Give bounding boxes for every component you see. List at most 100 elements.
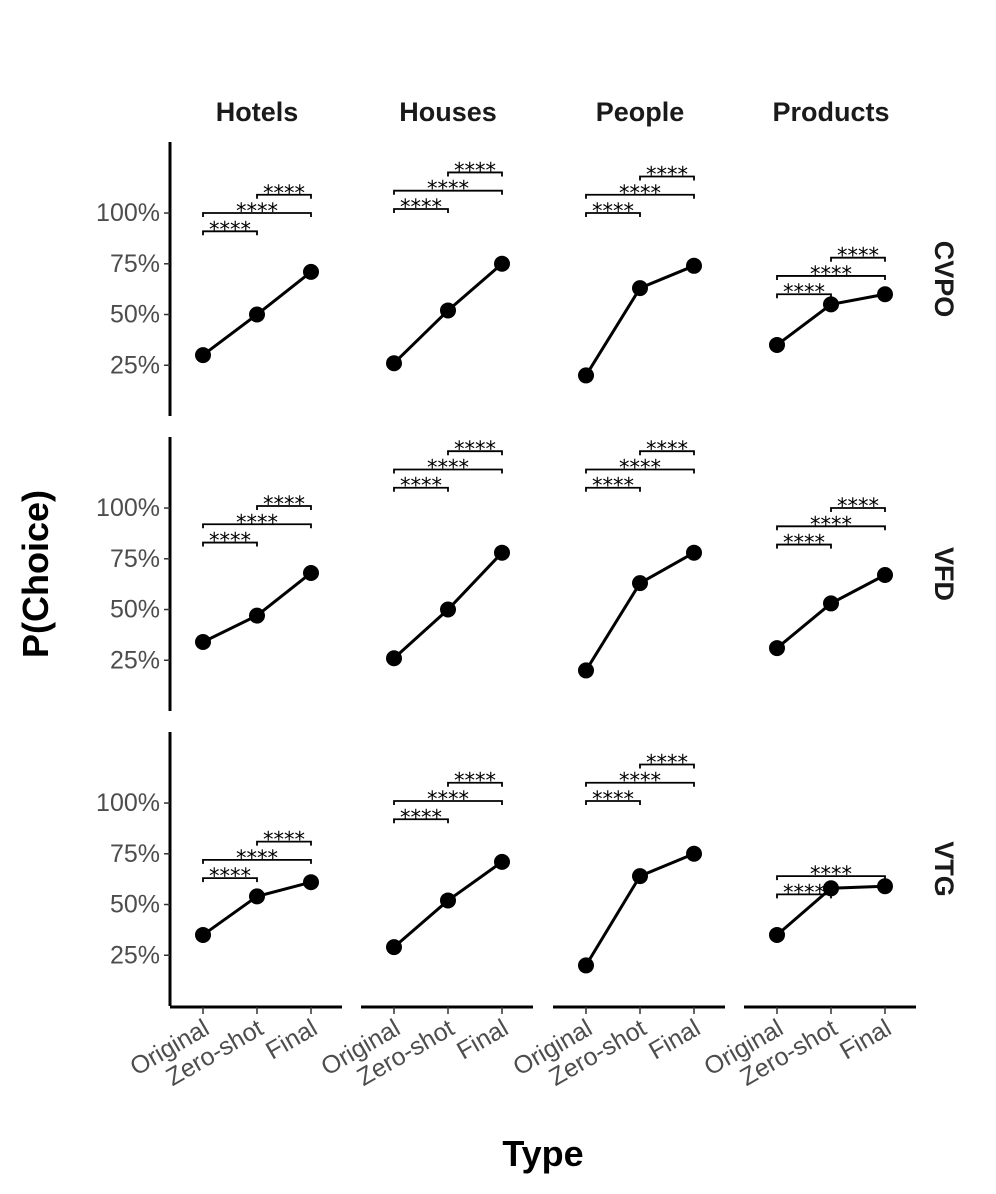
data-point: [686, 845, 702, 862]
significance-bracket: [776, 893, 832, 899]
panel-cvpo-products: ************: [769, 244, 893, 353]
significance-label: ****: [783, 280, 825, 304]
significance-label: ****: [427, 177, 469, 201]
y-tick-label: 100%: [96, 199, 160, 227]
data-point: [440, 302, 456, 319]
panel-vfd-people: ************: [578, 437, 702, 679]
y-tick-label: 100%: [96, 494, 160, 522]
significance-bracket: [202, 541, 258, 547]
y-tick-label: 25%: [110, 646, 160, 674]
data-point: [877, 286, 893, 303]
data-point: [494, 853, 510, 870]
significance-bracket: [639, 450, 695, 456]
significance-label: ****: [783, 531, 825, 555]
significance-bracket: [256, 193, 312, 199]
data-point: [769, 336, 785, 353]
significance-label: ****: [619, 769, 661, 793]
significance-bracket: [393, 800, 503, 806]
panel-cvpo-hotels: ************: [195, 181, 319, 364]
data-point: [440, 892, 456, 909]
significance-label: ****: [837, 244, 879, 268]
significance-bracket: [585, 212, 641, 218]
data-point: [686, 544, 702, 561]
significance-label: ****: [783, 880, 825, 904]
significance-bracket: [202, 858, 312, 864]
data-point: [823, 595, 839, 612]
data-point: [386, 650, 402, 667]
data-point: [440, 601, 456, 618]
row-strip-label: CVPO: [929, 241, 959, 318]
data-point: [578, 367, 594, 384]
significance-label: ****: [837, 494, 879, 518]
significance-label: ****: [454, 437, 496, 461]
y-axis-title: P(Choice): [15, 490, 56, 658]
significance-bracket: [776, 543, 832, 549]
significance-label: ****: [400, 474, 442, 498]
significance-label: ****: [236, 846, 278, 870]
panel-vtg-people: ************: [578, 750, 702, 974]
y-tick-label: 75%: [110, 545, 160, 573]
significance-bracket: [447, 781, 503, 787]
significance-label: ****: [263, 181, 305, 205]
data-point: [249, 607, 265, 624]
significance-bracket: [776, 293, 832, 299]
significance-bracket: [393, 208, 449, 213]
significance-bracket: [639, 763, 695, 769]
data-point: [769, 640, 785, 657]
panel-vfd-hotels: ************: [195, 492, 319, 650]
series-line: [584, 551, 695, 672]
column-strip-label: Houses: [399, 97, 497, 127]
data-point: [578, 957, 594, 974]
significance-bracket: [447, 171, 503, 177]
significance-label: ****: [592, 474, 634, 498]
significance-bracket: [202, 877, 258, 883]
significance-bracket: [776, 525, 886, 531]
panel-cvpo-houses: ************: [386, 158, 510, 372]
significance-bracket: [585, 781, 695, 787]
data-point: [249, 888, 265, 905]
row-strip-label: VTG: [929, 841, 959, 897]
significance-bracket: [447, 450, 503, 456]
significance-bracket: [585, 193, 695, 199]
data-point: [195, 633, 211, 650]
data-point: [632, 280, 648, 297]
data-point: [494, 544, 510, 561]
significance-label: ****: [646, 437, 688, 461]
data-point: [249, 306, 265, 323]
significance-label: ****: [592, 787, 634, 811]
panel-vfd-products: ************: [769, 494, 893, 657]
data-point: [386, 355, 402, 372]
x-tick-label: Final: [452, 1014, 513, 1065]
significance-label: ****: [646, 750, 688, 774]
significance-bracket: [585, 468, 695, 474]
panel-vtg-products: ********: [769, 862, 893, 943]
data-point: [494, 255, 510, 272]
x-tick-label: Final: [261, 1014, 322, 1065]
significance-bracket: [830, 256, 886, 262]
series-line: [776, 573, 886, 650]
significance-label: ****: [427, 787, 469, 811]
panel-vtg-houses: ************: [386, 769, 510, 956]
y-tick-label: 25%: [110, 351, 160, 379]
significance-label: ****: [810, 862, 852, 886]
significance-label: ****: [619, 181, 661, 205]
significance-bracket: [393, 189, 503, 195]
significance-bracket: [202, 523, 312, 529]
data-point: [769, 926, 785, 943]
significance-bracket: [202, 212, 312, 218]
data-point: [686, 257, 702, 274]
significance-label: ****: [263, 492, 305, 516]
column-strip-label: Hotels: [216, 97, 299, 127]
data-point: [877, 567, 893, 584]
data-point: [823, 296, 839, 313]
x-axis-title: Type: [502, 1133, 583, 1174]
significance-bracket: [393, 818, 449, 824]
significance-bracket: [256, 505, 312, 511]
significance-bracket: [639, 175, 695, 181]
series-line: [202, 571, 312, 644]
panel-cvpo-people: ************: [578, 163, 702, 384]
y-tick-label: 75%: [110, 840, 160, 868]
significance-label: ****: [592, 199, 634, 223]
significance-label: ****: [810, 512, 852, 536]
